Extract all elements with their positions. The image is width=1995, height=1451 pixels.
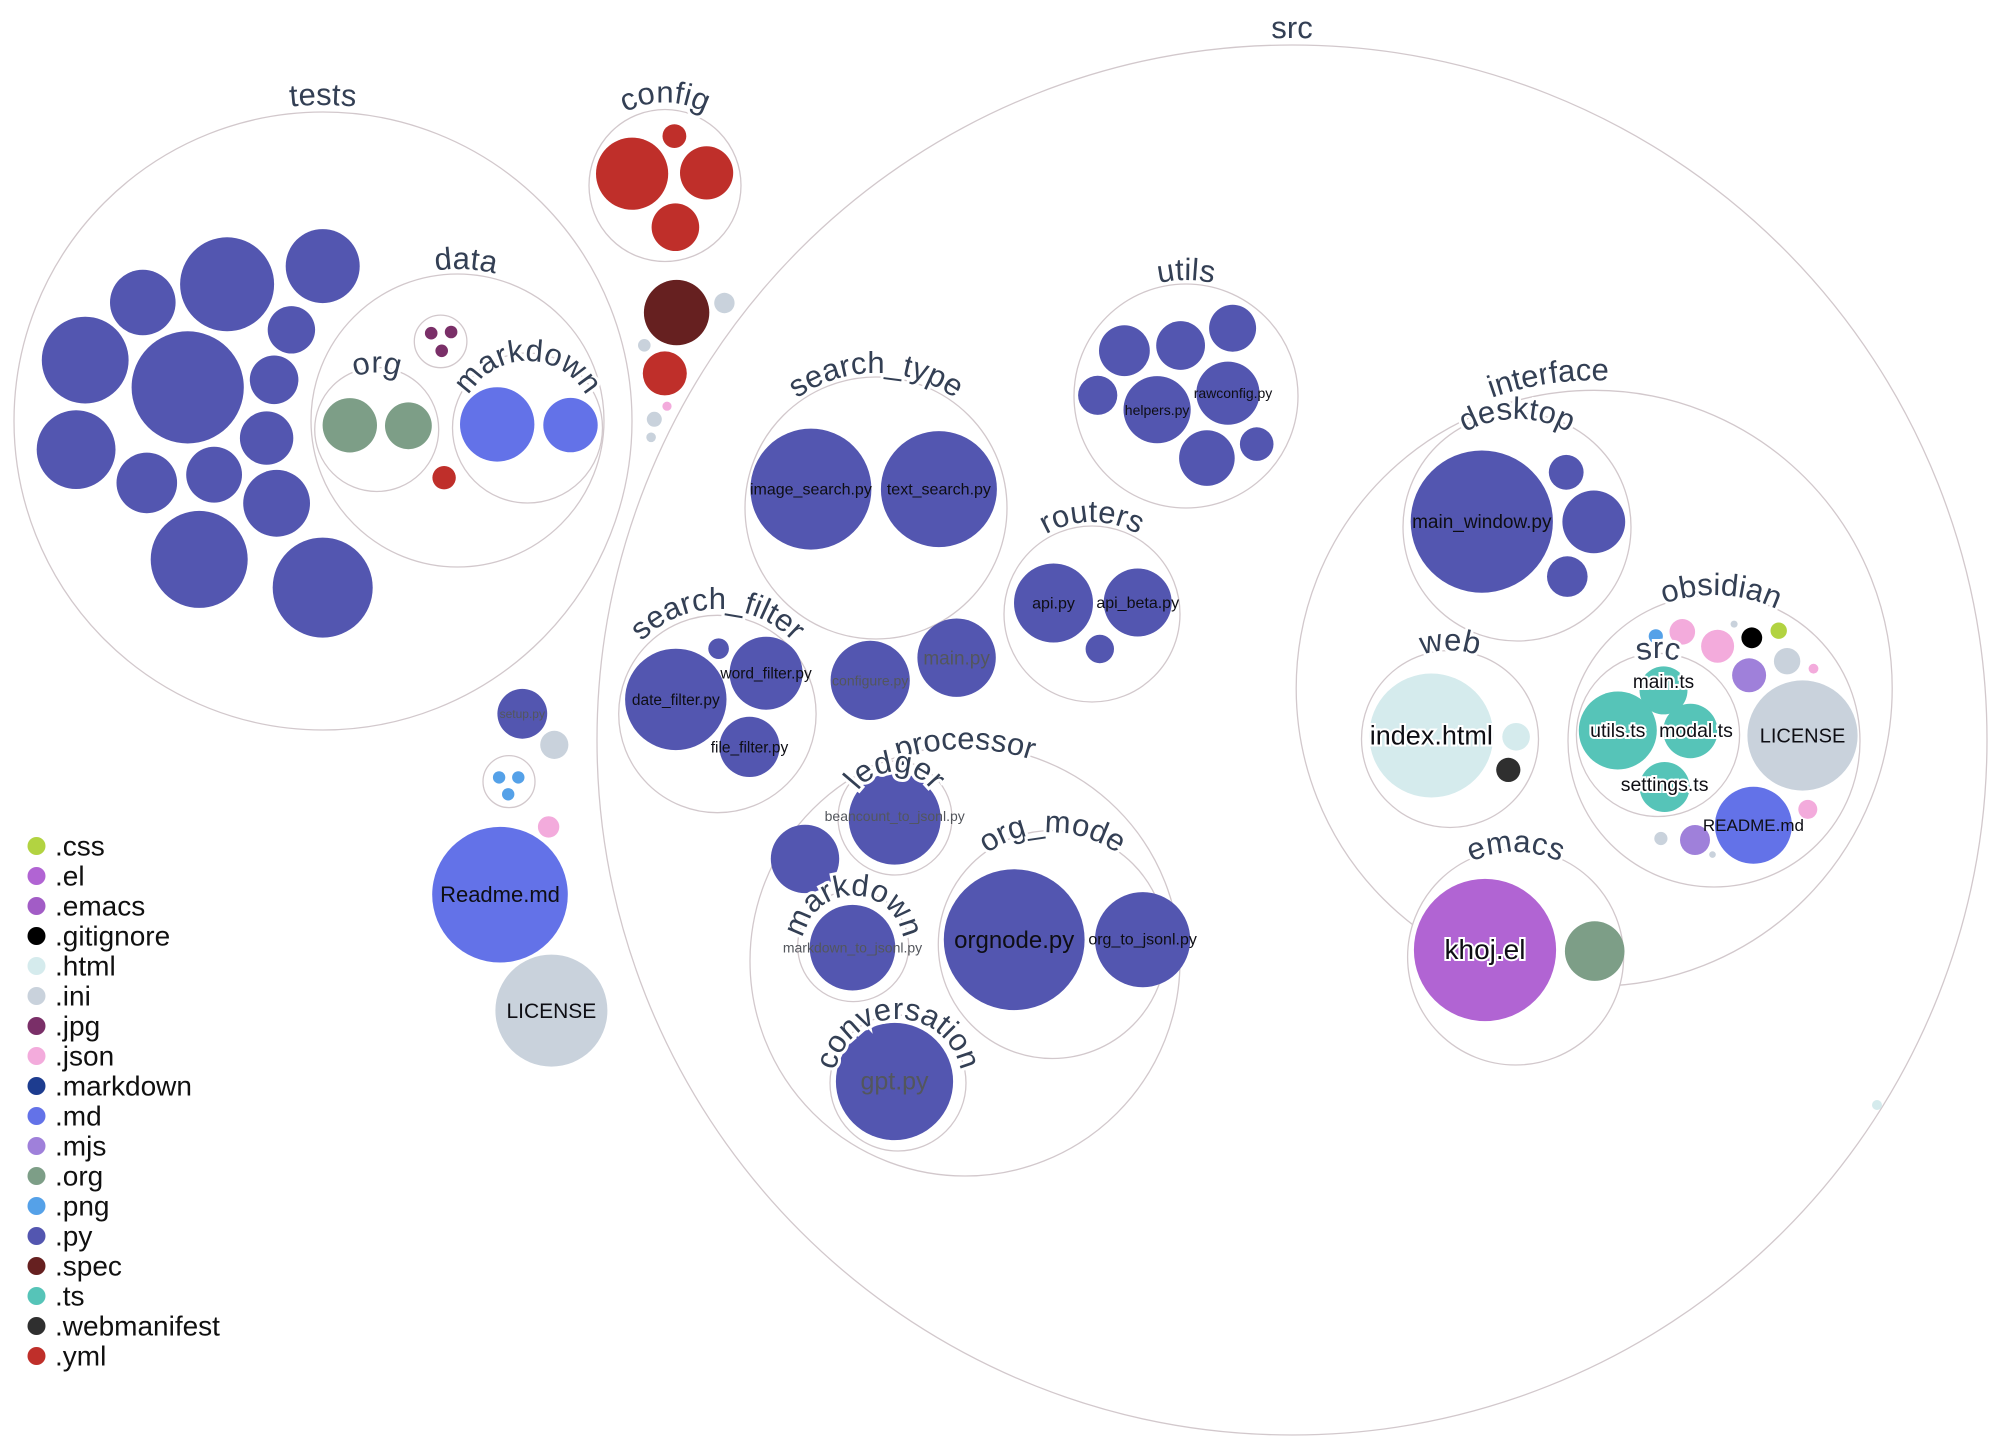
svg-text:org_to_jsonl.py: org_to_jsonl.py	[1088, 932, 1197, 949]
svg-text:.markdown: .markdown	[55, 1071, 192, 1102]
svg-text:gpt.py: gpt.py	[860, 1068, 929, 1096]
svg-text:.json: .json	[55, 1041, 114, 1072]
svg-text:rawconfig.py: rawconfig.py	[1194, 385, 1273, 401]
svg-text:api_beta.py: api_beta.py	[1096, 595, 1179, 612]
svg-text:.md: .md	[55, 1101, 102, 1132]
svg-text:src: src	[1271, 10, 1313, 45]
svg-text:.mjs: .mjs	[55, 1131, 106, 1162]
svg-text:src: src	[1633, 630, 1683, 667]
svg-text:word_filter.py: word_filter.py	[719, 666, 812, 683]
svg-text:LICENSE: LICENSE	[506, 1000, 596, 1023]
svg-text:helpers.py: helpers.py	[1125, 402, 1190, 418]
svg-text:file_filter.py: file_filter.py	[711, 739, 789, 756]
svg-text:api.py: api.py	[1032, 596, 1075, 613]
svg-text:main.py: main.py	[923, 648, 990, 669]
svg-text:web: web	[1415, 622, 1484, 661]
svg-text:.css: .css	[55, 831, 105, 862]
svg-text:main_window.py: main_window.py	[1412, 512, 1552, 533]
svg-text:settings.ts: settings.ts	[1621, 774, 1709, 796]
svg-text:.jpg: .jpg	[55, 1011, 100, 1042]
svg-text:.ts: .ts	[55, 1281, 85, 1312]
svg-text:data: data	[433, 241, 502, 281]
svg-text:org: org	[348, 345, 405, 384]
svg-text:index.html: index.html	[1370, 721, 1493, 751]
svg-text:.emacs: .emacs	[55, 891, 145, 922]
svg-text:.gitignore: .gitignore	[55, 921, 170, 952]
svg-text:beancount_to_jsonl.py: beancount_to_jsonl.py	[825, 808, 965, 824]
svg-text:.py: .py	[55, 1221, 92, 1252]
svg-text:khoj.el: khoj.el	[1445, 934, 1526, 965]
svg-text:README.md: README.md	[1703, 816, 1804, 835]
svg-text:markdown_to_jsonl.py: markdown_to_jsonl.py	[783, 940, 922, 956]
svg-text:utils.ts: utils.ts	[1590, 720, 1646, 742]
svg-text:LICENSE: LICENSE	[1760, 726, 1846, 748]
svg-text:setup.py: setup.py	[500, 707, 545, 721]
svg-text:configure.py: configure.py	[832, 672, 908, 688]
svg-text:modal.ts: modal.ts	[1659, 720, 1733, 742]
svg-text:Readme.md: Readme.md	[440, 882, 560, 907]
svg-text:orgnode.py: orgnode.py	[954, 927, 1074, 954]
svg-text:.spec: .spec	[55, 1251, 122, 1282]
svg-text:utils: utils	[1154, 252, 1218, 290]
svg-text:main.ts: main.ts	[1633, 672, 1694, 693]
svg-text:image_search.py: image_search.py	[750, 482, 872, 499]
svg-text:.webmanifest: .webmanifest	[55, 1311, 220, 1342]
svg-text:text_search.py: text_search.py	[887, 482, 991, 499]
svg-text:.ini: .ini	[55, 981, 91, 1012]
svg-text:date_filter.py: date_filter.py	[632, 692, 720, 709]
svg-text:.yml: .yml	[55, 1341, 106, 1372]
svg-text:.html: .html	[55, 951, 116, 982]
svg-text:.png: .png	[55, 1191, 110, 1222]
svg-text:.org: .org	[55, 1161, 103, 1192]
svg-text:.el: .el	[55, 861, 85, 892]
